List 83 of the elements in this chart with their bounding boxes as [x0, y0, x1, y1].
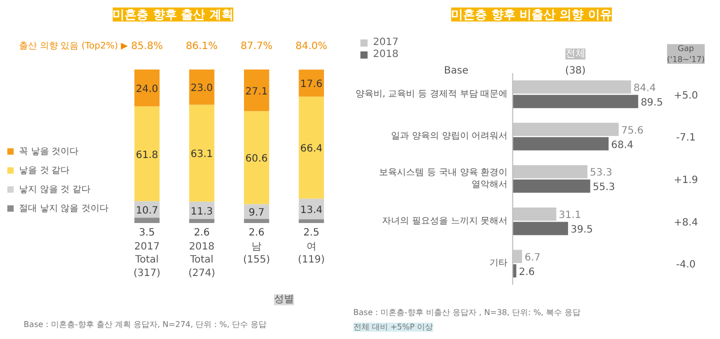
- legend-label: 낳을 것 같다: [19, 164, 70, 176]
- text: +5.0: [674, 90, 698, 102]
- legend-label: 꼭 낳을 것이다: [19, 146, 79, 158]
- data-label: 17.6: [300, 79, 322, 90]
- text: Base : 미혼층-향후 출산 계획 응답자, N=274, 단위 : %, 단수 응답: [24, 320, 267, 329]
- text: 84.0%: [295, 40, 328, 52]
- bar: [189, 104, 214, 202]
- data-label: 27.1: [245, 86, 268, 98]
- text: 전체 대비 +5%P 이상: [353, 322, 434, 332]
- y-tick-label: 보육시스템 등 국내 양육 환경이 열악해서: [379, 168, 508, 190]
- data-label: 66.4: [300, 144, 322, 155]
- data-label: 75.6: [621, 125, 644, 136]
- data-label: 89.5: [640, 97, 663, 108]
- bar: [512, 80, 632, 94]
- data-label: 68.4: [611, 140, 634, 151]
- bar: [189, 69, 214, 105]
- bar: [512, 180, 590, 193]
- bar: [512, 207, 556, 221]
- data-label: 23.0: [190, 83, 213, 94]
- text: +1.9: [674, 174, 698, 186]
- y-tick-label: 일과 양육의 양립이 어려워서: [391, 132, 508, 142]
- legend-label: 낳지 않을 것 같다: [19, 184, 91, 196]
- data-label: 10.7: [136, 205, 158, 216]
- bar: [298, 70, 324, 97]
- data-label: 6.7: [524, 252, 540, 264]
- bar: [512, 250, 522, 264]
- bar: [189, 218, 214, 223]
- bar: [512, 137, 609, 150]
- bar: [134, 218, 160, 223]
- bar: [512, 122, 619, 136]
- text: +8.4: [674, 217, 698, 228]
- data-label: 53.3: [590, 168, 612, 179]
- bar: [134, 69, 160, 106]
- text: 출산 의향 있음 (Top2%) ▶: [18, 41, 128, 52]
- text: -7.1: [676, 132, 696, 144]
- text: 85.8%: [131, 40, 163, 52]
- data-label: 84.4: [634, 83, 656, 94]
- y-tick-label: 기타: [490, 258, 508, 269]
- bar: [244, 111, 270, 204]
- data-label: 11.3: [190, 206, 213, 218]
- bar: [244, 69, 270, 112]
- text: 87.7%: [240, 40, 272, 52]
- bar: [298, 96, 324, 199]
- data-label: 2.6: [194, 228, 210, 239]
- y-tick-label: 양육비, 교육비 등 경제적 부담 때문에: [355, 89, 508, 100]
- data-label: 3.5: [139, 228, 155, 239]
- data-label: 39.5: [570, 224, 593, 236]
- text: 86.1%: [186, 40, 218, 52]
- legend-label: 2017: [373, 36, 398, 48]
- bar: [244, 218, 270, 223]
- bar: [512, 264, 516, 278]
- bar: [134, 106, 160, 202]
- x-tick-label: 남 (155): [243, 241, 270, 266]
- x-tick-label: 2017 Total (317): [134, 241, 161, 279]
- text: Gap ('18~'17): [667, 44, 705, 64]
- text: 성별: [274, 294, 294, 306]
- data-label: 24.0: [136, 84, 158, 95]
- text: Base: [444, 65, 468, 76]
- bar: [512, 165, 588, 178]
- annotation: (38): [565, 65, 586, 76]
- bar: [512, 222, 568, 236]
- chart-title: 미혼층 향후 비출산 의향 이유: [451, 8, 612, 22]
- legend-label: 절대 낳지 않을 것이다: [19, 202, 109, 214]
- data-label: 31.1: [558, 210, 582, 222]
- y-tick-label: 자녀의 필요성을 느끼지 못해서: [382, 216, 508, 226]
- chart-title: 미혼층 향후 출산 계획: [112, 8, 234, 22]
- data-label: 2.6: [518, 266, 535, 278]
- bar: [512, 94, 638, 108]
- data-label: 2.6: [248, 228, 265, 239]
- x-tick-label: 2018 Total (274): [188, 241, 216, 279]
- data-label: 63.1: [190, 149, 213, 160]
- data-label: 2.5: [303, 228, 320, 239]
- legend-label: 2018: [373, 48, 398, 60]
- data-label: 61.8: [136, 150, 158, 161]
- x-tick-label: 여 (119): [298, 241, 325, 266]
- data-label: 55.3: [592, 182, 616, 194]
- bar: [298, 219, 324, 223]
- text: -4.0: [676, 260, 696, 271]
- text: Base : 미혼층-향후 비출산 응답자 , N=38, 단위: %, 복수 응답: [353, 308, 581, 317]
- text: 전체: [565, 48, 586, 60]
- data-label: 13.4: [300, 204, 322, 216]
- data-label: 60.6: [245, 154, 268, 165]
- data-label: 9.7: [248, 208, 265, 219]
